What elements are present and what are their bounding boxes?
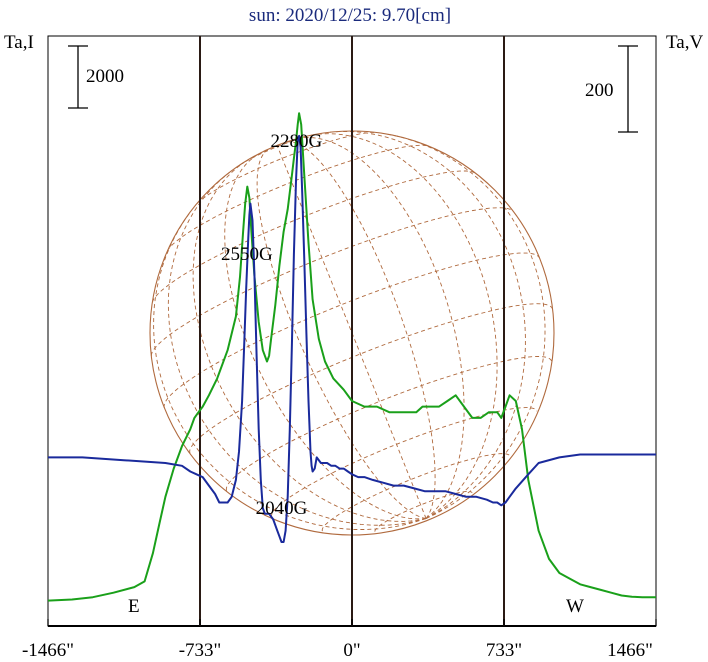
east-limb-label: E — [128, 596, 140, 617]
left-axis-label: Ta,I — [4, 32, 34, 53]
parallel-line — [150, 207, 514, 356]
x-axis-ticks: -1466" -733" 0" 733" 1466" — [22, 619, 657, 661]
x-tick-label: 0" — [343, 640, 360, 661]
annotations: 2280G 2550G 2040G — [221, 131, 323, 519]
chart-title: sun: 2020/12/25: 9.70[cm] — [249, 5, 451, 26]
scale-bars: 2000 200 — [68, 45, 638, 133]
peak-annotation: 2550G — [221, 244, 273, 265]
parallel-line — [189, 303, 553, 454]
parallel-line — [271, 407, 538, 518]
peak-annotation: 2040G — [256, 498, 308, 519]
parallel-line — [225, 356, 552, 491]
right-scale-label: 200 — [585, 80, 614, 101]
series-layer — [47, 112, 656, 602]
left-scale-label: 2000 — [86, 66, 124, 87]
meridian-line — [276, 145, 427, 519]
parallel-line — [321, 453, 511, 532]
x-tick-label: -733" — [179, 640, 222, 661]
reference-lines — [199, 36, 505, 626]
series-V-line — [48, 134, 656, 543]
meridian-line — [386, 133, 546, 519]
x-tick-label: 1466" — [607, 640, 653, 661]
meridian-line — [296, 137, 465, 519]
west-limb-label: W — [566, 596, 584, 617]
solar-disk — [149, 130, 555, 536]
series-I-line — [47, 112, 656, 602]
x-tick-label: 733" — [486, 640, 522, 661]
parallel-line — [374, 491, 473, 532]
parallel-line — [239, 133, 319, 166]
meridian-line — [153, 212, 427, 530]
right-axis-label: Ta,V — [666, 32, 703, 53]
meridian-line — [256, 148, 427, 519]
meridian-line — [284, 141, 436, 519]
meridian-line — [312, 133, 498, 519]
parallel-line — [196, 131, 376, 205]
meridian-line — [192, 162, 427, 522]
meridian-line — [167, 171, 427, 526]
meridian-line — [329, 131, 526, 519]
parallel-line — [151, 170, 476, 303]
peak-annotation: 2280G — [271, 131, 323, 152]
x-tick-label: -1466" — [22, 640, 74, 661]
